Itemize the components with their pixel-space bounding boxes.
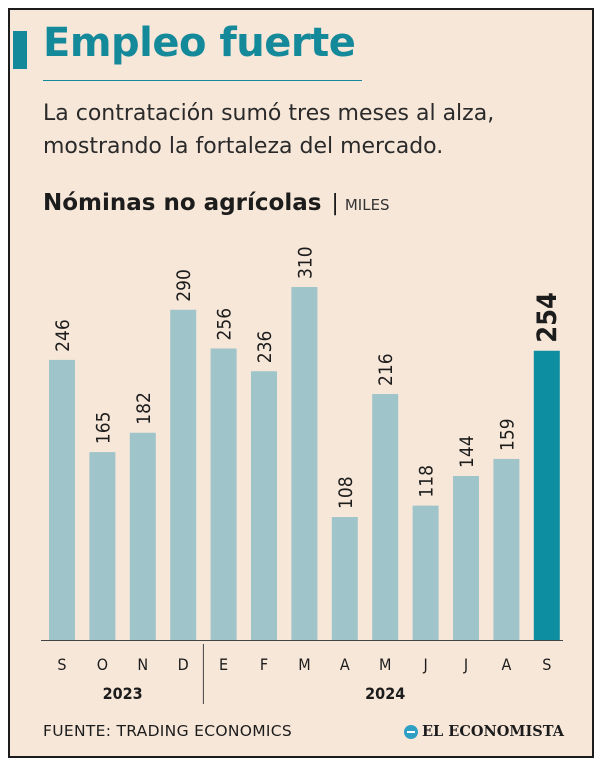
bar xyxy=(372,394,399,640)
chart-title-main: Nóminas no agrícolas xyxy=(43,190,322,216)
x-tick-label: J xyxy=(463,655,468,674)
title-accent-bar xyxy=(13,31,27,69)
x-tick-label: D xyxy=(178,655,189,674)
bar-value-label: 108 xyxy=(335,476,357,509)
bar-chart: 246 S 165 O 182 N 290 D 256 E 236 F 310 M 108 A 216 M 118 J… xyxy=(41,246,563,704)
x-tick-label: M xyxy=(379,655,391,674)
x-tick-label: F xyxy=(260,655,268,674)
x-tick-label: S xyxy=(542,655,551,674)
page-title: Empleo fuerte xyxy=(43,20,356,66)
bar xyxy=(251,371,277,640)
bar xyxy=(170,309,197,640)
x-tick-label: E xyxy=(219,655,228,674)
x-tick-label: M xyxy=(298,655,310,674)
x-tick-label: A xyxy=(501,655,511,674)
infographic-card: Empleo fuerte La contratación sumó tres … xyxy=(8,8,594,758)
brand-logo: EL ECONOMISTA xyxy=(404,723,564,740)
bar-value-label: 118 xyxy=(416,465,438,498)
bar xyxy=(210,348,237,640)
brand-name: EL ECONOMISTA xyxy=(422,723,564,740)
bar xyxy=(89,452,116,640)
bar xyxy=(291,287,318,640)
bar xyxy=(533,350,560,640)
title-underline xyxy=(43,80,362,81)
chart-title-separator: | xyxy=(331,191,339,216)
bar xyxy=(453,476,479,640)
x-tick-label: A xyxy=(340,655,350,674)
bar-value-label: 290 xyxy=(173,269,195,302)
x-tick-label: J xyxy=(422,655,427,674)
bar-value-label: 254 xyxy=(532,292,563,343)
bar-value-label: 144 xyxy=(456,435,478,468)
chart-title: Nóminas no agrícolas | MILES xyxy=(43,190,390,216)
bar-value-label: 216 xyxy=(375,353,397,386)
bar xyxy=(49,359,75,640)
bar-value-label: 256 xyxy=(214,308,236,341)
x-tick-label: O xyxy=(97,655,108,674)
year-group-label: 2024 xyxy=(365,684,405,703)
bar xyxy=(493,458,520,640)
bar xyxy=(129,432,156,640)
x-tick-label: N xyxy=(137,655,148,674)
bar xyxy=(412,505,439,640)
bar-value-label: 310 xyxy=(294,246,316,279)
el-economista-logo-icon xyxy=(404,724,418,739)
year-group-label: 2023 xyxy=(103,684,143,703)
bar-value-label: 165 xyxy=(92,411,114,444)
bar-value-label: 236 xyxy=(254,331,276,364)
bar-value-label: 246 xyxy=(52,319,74,352)
bar-value-label: 159 xyxy=(496,418,518,451)
page-subtitle: La contratación sumó tres meses al alza,… xyxy=(43,101,495,159)
chart-unit-label: MILES xyxy=(344,196,390,214)
bar xyxy=(331,517,358,640)
x-tick-label: S xyxy=(57,655,66,674)
source-note: FUENTE: TRADING ECONOMICS xyxy=(43,722,293,740)
bar-value-label: 182 xyxy=(133,392,155,425)
